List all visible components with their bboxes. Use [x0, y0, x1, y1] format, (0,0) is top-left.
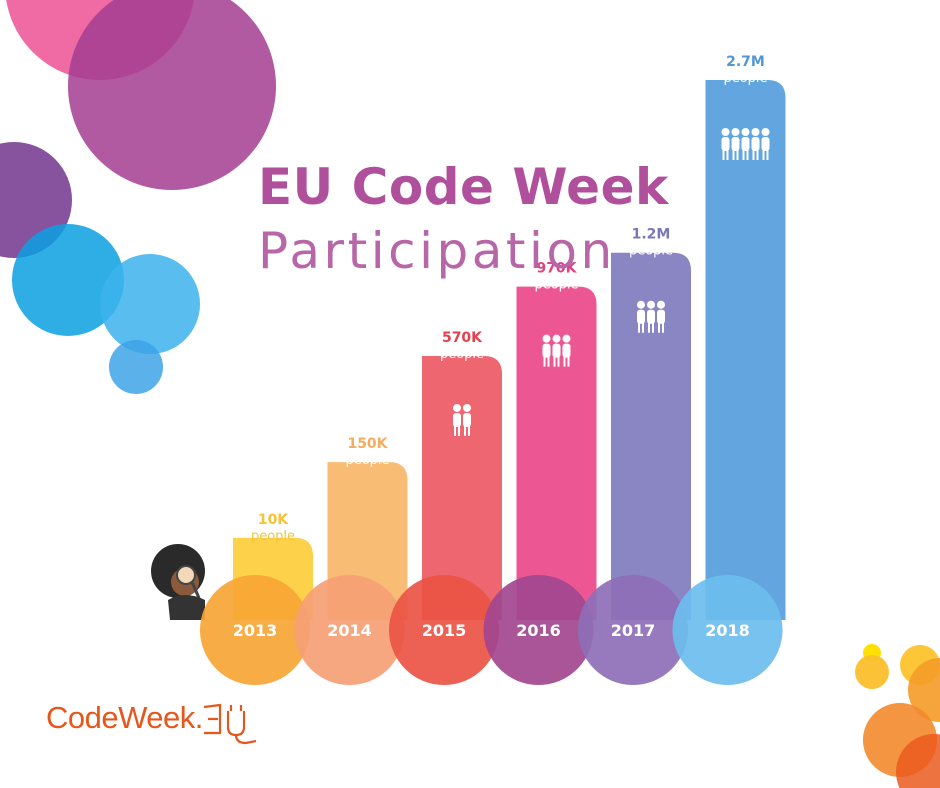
eu-plug-icon [203, 703, 257, 745]
person-icon [463, 403, 471, 436]
codeweek-logo: CodeWeek. [46, 700, 203, 735]
value-label: 2.7M [726, 54, 765, 70]
person-icon [637, 300, 645, 333]
unit-label: people [345, 453, 389, 468]
unit-label: people [723, 71, 767, 86]
value-label: 1.2M [632, 227, 671, 243]
year-circle [294, 575, 405, 685]
value-label: 570K [442, 330, 483, 346]
person-icon [453, 403, 461, 436]
year-label: 2014 [327, 621, 372, 640]
chart-subtitle: Participation [258, 222, 616, 280]
chart-title: EU Code Week [258, 158, 669, 216]
mascot-body [168, 595, 205, 620]
person-icon [741, 128, 750, 160]
person-icon [761, 128, 770, 160]
year-circle [483, 575, 594, 685]
unit-label: people [629, 244, 673, 259]
decor-circle [896, 734, 940, 788]
value-label: 970K [536, 261, 577, 277]
decor-top-left [0, 0, 276, 394]
person-icon [751, 128, 760, 160]
person-icon [647, 300, 655, 333]
person-icon [657, 300, 665, 333]
decor-circle [68, 0, 276, 190]
decor-bottom-right [855, 644, 940, 788]
value-label: 10K [258, 512, 289, 528]
person-icon [552, 334, 561, 367]
decor-circle [100, 254, 200, 354]
bar [516, 286, 597, 620]
unit-label: people [251, 529, 295, 544]
bar [705, 80, 786, 620]
year-circle [200, 575, 310, 685]
year-circle [389, 575, 499, 685]
person-icon [542, 334, 551, 367]
year-label: 2018 [705, 621, 750, 640]
unit-label: people [440, 347, 484, 362]
decor-circle [12, 224, 124, 336]
year-label: 2016 [516, 621, 561, 640]
decor-circle [855, 655, 889, 689]
year-circle [578, 575, 688, 685]
person-icon [721, 128, 730, 160]
magnifier-icon [176, 565, 196, 585]
year-label: 2013 [233, 621, 278, 640]
bar [422, 355, 502, 620]
year-label: 2015 [422, 621, 467, 640]
unit-label: people [534, 278, 578, 293]
decor-circle [908, 658, 940, 722]
decor-circle [109, 340, 163, 394]
person-icon [731, 128, 740, 160]
year-label: 2017 [611, 621, 656, 640]
person-icon [562, 334, 571, 367]
value-label: 150K [347, 436, 388, 452]
year-circle [672, 575, 783, 685]
mascot [151, 544, 205, 620]
bar [611, 252, 691, 620]
